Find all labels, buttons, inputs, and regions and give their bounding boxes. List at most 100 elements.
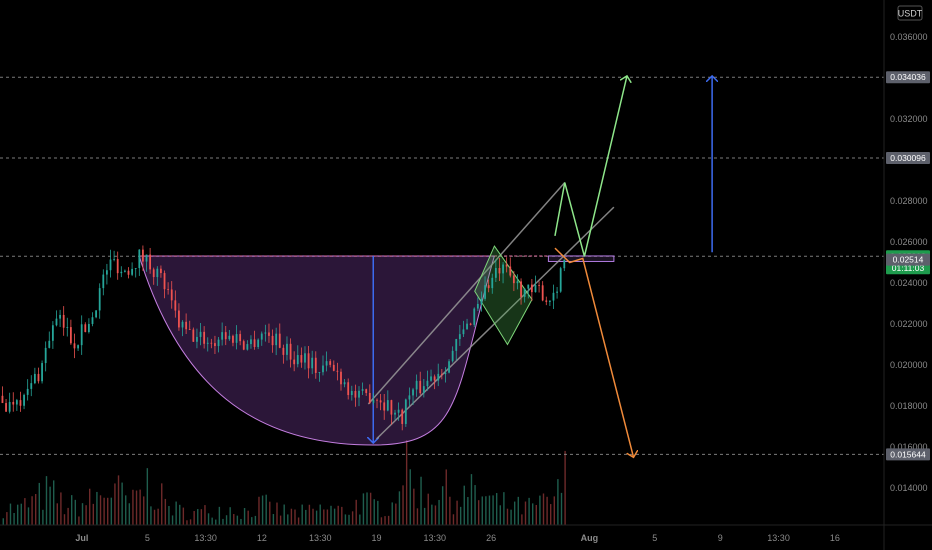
candle-body (41, 363, 43, 382)
candle-body (512, 275, 515, 284)
volume-bar (531, 503, 534, 525)
candle-body (260, 333, 263, 340)
candle-body (163, 273, 166, 290)
candle-body (541, 285, 544, 301)
volume-bar (301, 504, 303, 525)
volume-bar (92, 503, 95, 525)
y-tick-label: 0.014000 (890, 483, 928, 493)
candle-body (95, 310, 97, 318)
candle-body (394, 412, 396, 415)
candle-body (404, 399, 407, 424)
candle-body (379, 400, 382, 403)
volume-bar (521, 514, 523, 525)
candle-body (314, 357, 317, 373)
volume-bar (452, 514, 455, 525)
volume-bar (229, 507, 231, 525)
volume-bar (243, 508, 246, 525)
candle-body (505, 264, 508, 267)
candle-body (397, 409, 400, 413)
candle-body (487, 285, 490, 289)
volume-bar (128, 503, 131, 525)
x-tick-label: 5 (652, 533, 657, 543)
candle-body (149, 254, 152, 270)
volume-bar (456, 500, 458, 525)
volume-bar (175, 501, 177, 525)
volume-bar (6, 512, 8, 525)
volume-bar (125, 495, 127, 525)
candle-body (62, 314, 65, 328)
candle-body (390, 400, 393, 415)
volume-bar (200, 509, 203, 525)
candle-body (545, 300, 548, 302)
volume-bar (233, 514, 235, 525)
volume-bar (287, 514, 289, 525)
volume-bar (222, 518, 224, 525)
volume-bar (236, 515, 239, 525)
volume-bar (103, 497, 105, 525)
volume-bar (517, 496, 519, 525)
candle-body (73, 343, 76, 349)
volume-bar (539, 495, 541, 525)
volume-bar (380, 517, 383, 525)
channel-upper-line (367, 182, 566, 405)
volume-bar (251, 517, 253, 525)
candle-body (318, 372, 321, 373)
volume-bar (413, 488, 415, 525)
candle-body (105, 270, 108, 275)
price-badge-label: 0.030096 (890, 153, 926, 163)
volume-bar (294, 509, 296, 525)
candle-body (268, 332, 270, 336)
candle-body (358, 390, 360, 398)
volume-bar (474, 485, 476, 525)
volume-bar (20, 503, 22, 525)
candle-body (516, 281, 519, 284)
y-tick-label: 0.022000 (890, 319, 928, 329)
price-badge (886, 151, 930, 164)
volume-bar (71, 495, 73, 525)
candle-body (33, 373, 36, 384)
bullish-projection-path (554, 76, 627, 257)
volume-bar (52, 480, 55, 525)
volume-bar (132, 489, 134, 525)
volume-bar (171, 515, 174, 525)
volume-bar (305, 509, 307, 525)
y-tick-label: 0.028000 (890, 196, 928, 206)
candle-body (332, 364, 335, 371)
candle-body (376, 399, 378, 401)
candle-body (174, 300, 177, 311)
volume-bar (459, 506, 462, 525)
x-tick-label: 13:30 (767, 533, 790, 543)
candle-body (221, 332, 224, 340)
volume-bar (9, 503, 12, 525)
candle-body (224, 332, 227, 340)
candle-body (127, 270, 130, 275)
volume-bar (49, 486, 51, 525)
volume-bar (107, 497, 109, 525)
volume-bar (441, 486, 444, 525)
volume-bar (283, 504, 285, 525)
candle-body (217, 339, 220, 347)
volume-bar (143, 496, 145, 525)
x-tick-label: 13:30 (309, 533, 332, 543)
candle-body (69, 327, 72, 344)
volume-bar (427, 493, 429, 525)
price-badge (886, 448, 930, 461)
volume-bar (528, 497, 530, 525)
volume-bar (225, 515, 228, 525)
volume-bar (373, 499, 375, 525)
candle-body (113, 259, 116, 260)
candle-body (552, 292, 555, 301)
volume-bar (150, 506, 152, 525)
volume-bar (27, 507, 30, 525)
y-tick-label: 0.020000 (890, 360, 928, 370)
volume-bar (89, 488, 91, 525)
volume-bar (319, 504, 321, 525)
candle-body (556, 291, 558, 293)
volume-bar (24, 498, 26, 525)
volume-bar (434, 505, 437, 525)
candle-body (264, 332, 267, 334)
volume-bar (290, 508, 293, 525)
candle-body (282, 347, 285, 355)
volume-bar (254, 515, 257, 525)
